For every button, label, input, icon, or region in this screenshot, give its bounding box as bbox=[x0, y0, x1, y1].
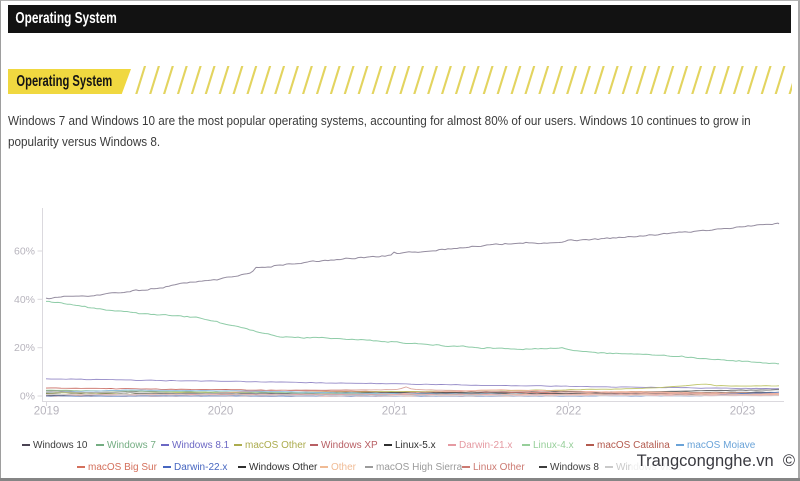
svg-text:2020: 2020 bbox=[208, 406, 234, 418]
svg-text:2019: 2019 bbox=[34, 406, 60, 418]
svg-text:2022: 2022 bbox=[556, 406, 582, 418]
svg-text:40%: 40% bbox=[14, 294, 35, 306]
svg-text:0%: 0% bbox=[20, 391, 35, 403]
svg-text:2021: 2021 bbox=[382, 406, 408, 418]
svg-text:20%: 20% bbox=[14, 342, 35, 354]
svg-text:60%: 60% bbox=[14, 246, 35, 258]
svg-text:2023: 2023 bbox=[730, 406, 756, 418]
